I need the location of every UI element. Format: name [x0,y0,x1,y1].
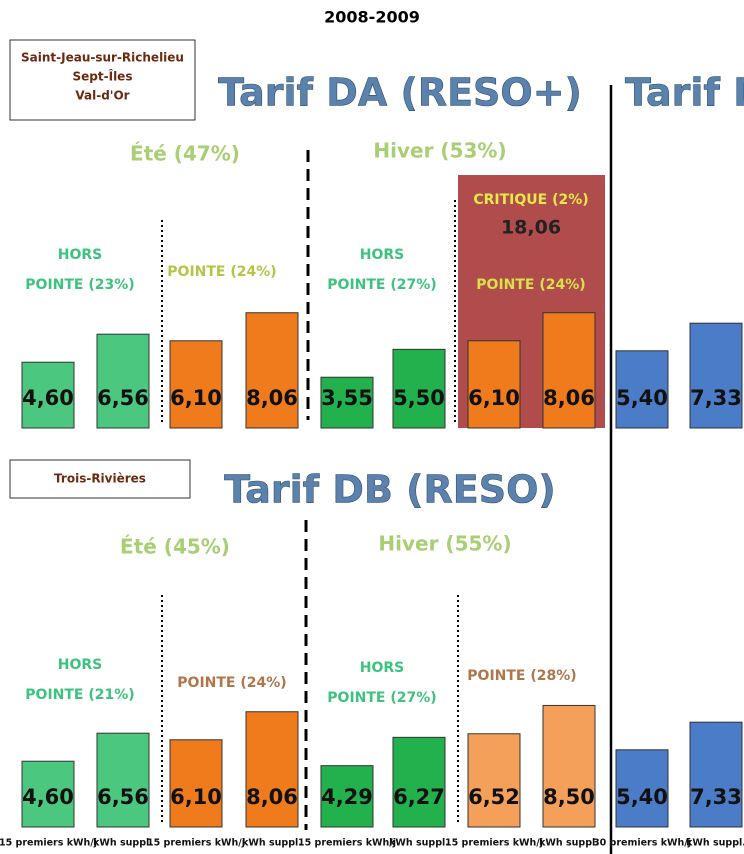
value-label: 8,06 [246,785,298,809]
tariff-title: Tarif D [625,71,744,115]
bar [615,350,669,429]
bar [21,760,75,828]
category-label: kWh suppl. [389,838,449,849]
bar [245,711,299,828]
group-label: POINTE (23%) [25,277,134,293]
value-label: 6,10 [468,386,520,410]
group-label: POINTE (24%) [177,675,286,691]
group-label: POINTE (28%) [467,668,576,684]
location: Trois-Rivières [54,472,146,486]
bar [392,736,446,828]
bar [615,749,669,828]
location-box [9,39,196,121]
location: Saint-Jeau-sur-Richelieu [21,51,184,65]
bar [392,348,446,429]
category-label: 15 premiers kWh/j [445,838,543,849]
group-label: POINTE (21%) [25,687,134,703]
group-label: POINTE (27%) [327,690,436,706]
value-label: 8,06 [543,386,595,410]
value-label: 5,50 [393,386,445,410]
group-label: HORS [360,247,404,263]
bar [169,340,223,429]
season-label: Été (47%) [130,142,240,166]
category-label: 15 premiers kWh/j [298,838,396,849]
category-label: 30 premiers kWh/j [593,838,691,849]
bar [467,733,521,828]
value-label: 3,55 [321,386,373,410]
value-label: 6,56 [97,785,149,809]
page-title: 2008-2009 [324,8,420,27]
bar [245,312,299,429]
location: Sept-Îles [73,69,133,84]
value-label: 6,56 [97,386,149,410]
value-label: 5,40 [616,386,668,410]
bar [96,333,150,429]
season-label: Hiver (55%) [378,532,511,556]
bar [96,732,150,828]
category-label: kWh suppl. [93,838,153,849]
critique-value: 18,06 [501,217,561,239]
bar [542,312,596,429]
bar [542,704,596,828]
location: Val-d'Or [75,89,129,103]
bar [689,721,743,828]
value-label: 8,50 [543,785,595,809]
tariff-title: Tarif DB (RESO) [224,468,556,512]
value-label: 6,10 [170,386,222,410]
season-label: Été (45%) [120,535,230,559]
value-label: 8,06 [246,386,298,410]
category-label: kWh suppl. [686,838,744,849]
value-label: 4,29 [321,785,373,809]
group-label: POINTE (24%) [167,264,276,280]
group-label: POINTE (24%) [476,277,585,293]
value-label: 4,60 [22,785,74,809]
category-label: 15 premiers kWh/j [147,838,245,849]
value-label: 6,27 [393,785,445,809]
group-label: HORS [360,660,404,676]
value-label: 5,40 [616,785,668,809]
category-label: kWh suppl. [539,838,599,849]
group-label: POINTE (27%) [327,277,436,293]
location-box [9,459,191,499]
group-label: HORS [58,247,102,263]
value-label: 4,60 [22,386,74,410]
value-label: 6,52 [468,785,520,809]
group-label: HORS [58,657,102,673]
bar [689,322,743,429]
category-label: kWh suppl. [242,838,302,849]
season-label: Hiver (53%) [373,139,506,163]
value-label: 6,10 [170,785,222,809]
bar [320,376,374,429]
bar [169,739,223,828]
bar [320,765,374,828]
critique-label: CRITIQUE (2%) [473,192,588,208]
value-label: 7,33 [690,386,742,410]
tariff-title: Tarif DA (RESO+) [218,71,582,115]
bar [467,340,521,429]
category-label: 15 premiers kWh/j [0,838,97,849]
value-label: 7,33 [690,785,742,809]
bar [21,361,75,429]
